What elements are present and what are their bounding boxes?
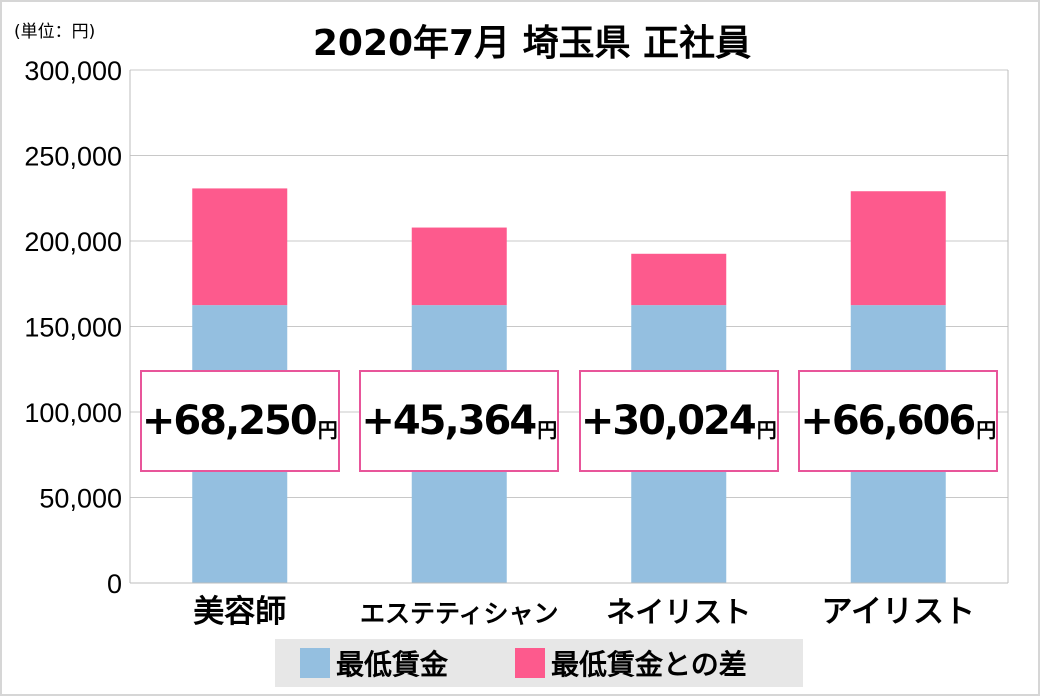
legend-swatch [300, 648, 330, 678]
bar-difference [850, 191, 946, 306]
difference-label-box: +30,024 円 [578, 370, 779, 472]
bar-difference [631, 253, 727, 306]
y-tick-label: 250,000 [24, 142, 122, 172]
difference-unit: 円 [756, 417, 777, 442]
difference-unit: 円 [537, 417, 558, 442]
y-tick-label: 50,000 [39, 484, 122, 514]
difference-label-box: +45,364 円 [359, 370, 560, 472]
bar-difference [192, 188, 288, 306]
legend-label: 最低賃金 [336, 648, 449, 681]
y-tick-label: 200,000 [24, 227, 122, 257]
y-tick-label: 100,000 [24, 398, 122, 428]
x-tick-label: アイリスト [822, 594, 975, 630]
difference-value: +45,364 [361, 398, 537, 444]
y-tick-label: 0 [107, 569, 122, 599]
x-tick-label: 美容師 [193, 594, 286, 630]
unit-label: (単位：円) [14, 22, 95, 42]
x-tick-labels: 美容師 エステティシャン ネイリスト アイリスト [193, 594, 975, 630]
legend: 最低賃金 最低賃金との差 [275, 639, 803, 687]
axes [129, 70, 1009, 584]
difference-value: +66,606 [800, 398, 976, 444]
legend-label: 最低賃金との差 [551, 648, 747, 681]
chart-title: 2020年7月 埼玉県 正社員 [313, 23, 751, 64]
y-tick-labels: 0 50,000 100,000 150,000 200,000 250,000 300,0… [24, 56, 122, 599]
difference-unit: 円 [976, 417, 997, 442]
x-tick-label: ネイリスト [606, 595, 751, 629]
legend-swatch [515, 648, 545, 678]
bar-difference [411, 227, 507, 306]
difference-value: +30,024 [580, 398, 757, 444]
difference-unit: 円 [317, 417, 338, 442]
y-tick-label: 300,000 [24, 56, 122, 86]
y-tick-label: 150,000 [24, 313, 122, 343]
x-tick-label: エステティシャン [360, 599, 559, 628]
difference-value: +68,250 [141, 398, 318, 444]
difference-label-box: +66,606 円 [798, 370, 999, 472]
difference-label-box: +68,250 円 [139, 370, 340, 472]
